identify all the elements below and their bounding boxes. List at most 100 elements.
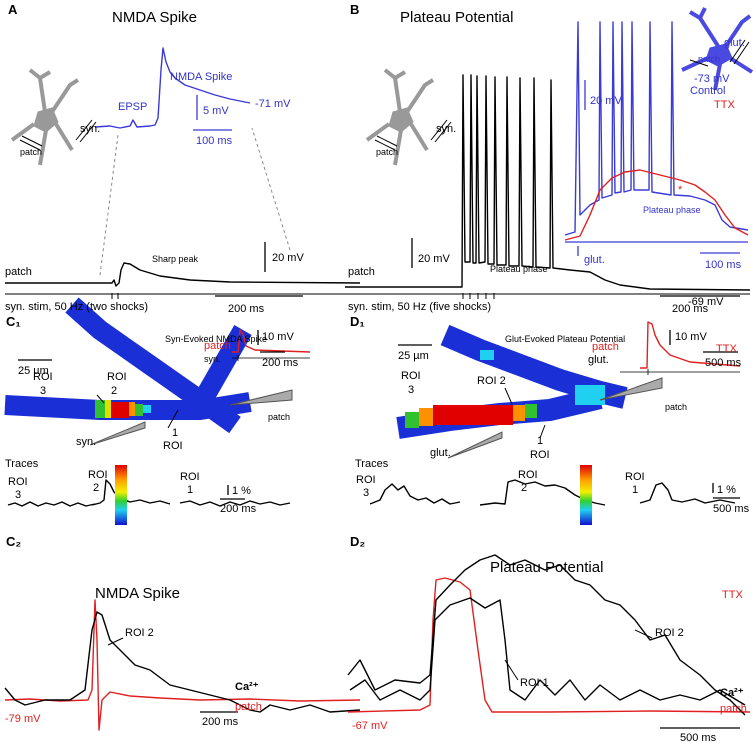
trace	[369, 483, 461, 505]
stim-marks	[345, 293, 750, 299]
label: Plateau phase	[643, 205, 701, 215]
label: ROI 2	[125, 627, 154, 639]
label: ROI	[8, 476, 28, 488]
stim-marks	[5, 293, 360, 299]
label: syn.	[80, 123, 100, 135]
panel-letter: C₁	[6, 314, 21, 329]
neuron-icon	[681, 7, 754, 91]
label: 20 mV	[590, 95, 622, 107]
label: 500 ms	[705, 357, 742, 369]
pipette	[229, 389, 293, 406]
label: Traces	[5, 458, 39, 470]
panel-d2-graphics	[347, 554, 751, 729]
label: 2	[521, 482, 527, 494]
panel-a-graphics	[5, 47, 361, 299]
label: patch	[376, 147, 398, 157]
label: Ca²⁺	[720, 687, 744, 699]
label: 200 ms	[228, 303, 265, 315]
map-pixel	[525, 404, 537, 418]
label: -79 mV	[5, 713, 41, 725]
label: ROI	[33, 371, 53, 383]
trace	[179, 500, 291, 507]
label: 1 %	[717, 484, 736, 496]
label: EPSP	[118, 101, 147, 113]
trace	[564, 169, 749, 241]
label: Control	[690, 85, 725, 97]
panel-letter: A	[8, 2, 18, 17]
label: 200 ms	[202, 716, 239, 728]
label: 1 %	[232, 485, 251, 497]
trace	[347, 554, 746, 716]
label: -67 mV	[352, 720, 388, 732]
label: patch	[348, 266, 375, 278]
label: 2	[93, 482, 99, 494]
label: glut.	[430, 447, 451, 459]
label: patch	[698, 54, 720, 64]
map-pixel	[105, 400, 111, 418]
label: 200 ms	[672, 303, 709, 315]
label: patch	[592, 341, 619, 353]
label: 10 mV	[262, 331, 294, 343]
panel-b-graphics	[345, 7, 754, 299]
panel-letter: D₁	[350, 314, 365, 329]
label: -73 mV	[694, 73, 730, 85]
panel-d1-graphics	[369, 321, 741, 525]
label: Glut-Evoked Plateau Potential	[505, 334, 625, 344]
label: 500 ms	[713, 503, 750, 515]
trace	[4, 599, 361, 731]
map-pixel	[433, 405, 513, 425]
label: syn.	[436, 123, 456, 135]
zoom-guide	[99, 127, 291, 276]
panel-c2-graphics	[4, 599, 361, 731]
label: 5 mV	[203, 105, 229, 117]
stim-marks	[620, 369, 740, 375]
leader-line	[107, 637, 124, 646]
label: ROI	[180, 471, 200, 483]
label: Traces	[355, 458, 389, 470]
label: patch	[204, 340, 231, 352]
panel-title: NMDA Spike	[112, 9, 197, 26]
map-pixel	[135, 404, 143, 416]
pipette	[447, 431, 503, 459]
label: 200 ms	[262, 357, 299, 369]
label: syn. stim, 50 Hz (five shocks)	[348, 301, 491, 313]
label: ROI	[625, 471, 645, 483]
label: ROI	[163, 440, 183, 452]
label: 200 ms	[220, 503, 257, 515]
label: ROI	[88, 469, 108, 481]
color-bar	[115, 465, 127, 525]
trace	[7, 501, 96, 507]
label: syn. stim, 50 Hz (two shocks)	[5, 301, 148, 313]
label: glut.	[584, 254, 605, 266]
label: 20 mV	[418, 253, 450, 265]
label: 500 ms	[680, 732, 717, 742]
pipette	[689, 39, 750, 67]
label: *	[678, 184, 683, 196]
map-pixel	[513, 405, 525, 421]
label: TTX	[714, 99, 735, 111]
label: patch	[5, 266, 32, 278]
map-pixel	[419, 408, 433, 426]
trace	[94, 47, 251, 129]
trace	[345, 74, 751, 291]
label: NMDA Spike	[170, 71, 232, 83]
panel-title: NMDA Spike	[95, 585, 180, 602]
trace	[349, 597, 746, 706]
label: Syn-Evoked NMDA Spike	[165, 334, 267, 344]
trace	[347, 577, 751, 713]
label: syn.	[204, 354, 221, 364]
label: 1	[187, 484, 193, 496]
label: Sharp peak	[152, 254, 199, 264]
label: patch	[665, 402, 687, 412]
trace	[91, 479, 171, 506]
label: ROI	[107, 371, 127, 383]
label: patch	[720, 703, 747, 715]
map-pixel	[111, 402, 129, 418]
label: ROI 2	[477, 375, 506, 387]
panel-title: Plateau Potential	[490, 559, 603, 576]
map-pixel	[143, 405, 151, 413]
color-bar	[580, 465, 592, 525]
trace	[4, 611, 361, 713]
map-pixel	[480, 350, 494, 360]
